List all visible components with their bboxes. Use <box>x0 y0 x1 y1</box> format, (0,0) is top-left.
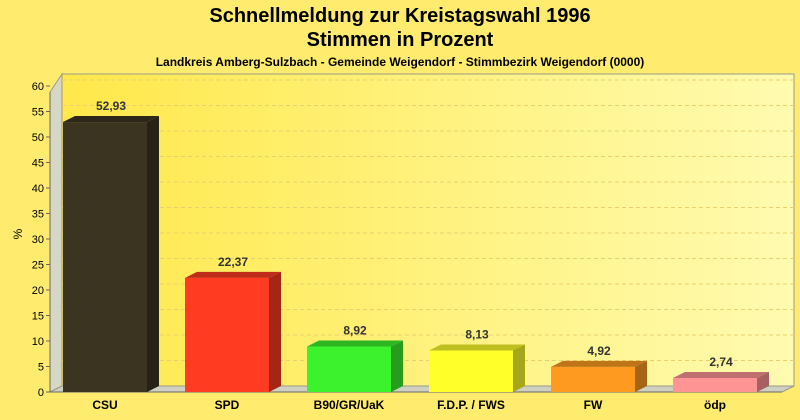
bar-front <box>185 277 269 392</box>
chart-subtitle: Landkreis Amberg-Sulzbach - Gemeinde Wei… <box>156 55 645 69</box>
category-label: ödp <box>704 398 726 412</box>
y-tick-label: 45 <box>32 158 44 170</box>
plot-area: 0 5 10 15 20 25 30 35 40 45 50 55 60 52,93 22,37 8,92 8… <box>32 72 795 412</box>
bar-side <box>269 271 281 392</box>
bar-side <box>635 360 647 392</box>
plot-side-wall <box>49 72 63 393</box>
bar-top <box>307 340 403 347</box>
bar-front <box>673 378 757 392</box>
bar-5 <box>673 372 769 392</box>
bar-side <box>757 372 769 392</box>
bar-front <box>307 346 391 392</box>
bar-value-label: 22,37 <box>218 255 248 269</box>
y-tick-label: 50 <box>32 132 44 144</box>
bar-1 <box>185 271 281 392</box>
bar-top <box>551 360 647 367</box>
bar-side <box>513 344 525 392</box>
bar-side <box>147 116 159 392</box>
bar-top <box>63 116 159 123</box>
y-tick-label: 60 <box>32 81 44 93</box>
y-tick-label: 5 <box>38 362 44 374</box>
y-tick-label: 20 <box>32 285 44 297</box>
y-axis-label: % <box>11 228 25 239</box>
bar-value-label: 8,13 <box>465 328 489 342</box>
bar-value-label: 4,92 <box>587 344 611 358</box>
chart-title-line2: Stimmen in Prozent <box>307 29 494 51</box>
chart-title-line1: Schnellmeldung zur Kreistagswahl 1996 <box>209 5 590 27</box>
y-tick-label: 15 <box>32 311 44 323</box>
bar-value-label: 52,93 <box>96 99 126 113</box>
bar-0 <box>63 116 159 392</box>
bar-side <box>391 340 403 392</box>
bar-top <box>185 271 281 278</box>
y-tick-label: 25 <box>32 260 44 272</box>
category-label: FW <box>584 398 603 412</box>
plot-back-wall <box>61 73 795 387</box>
y-tick-label: 10 <box>32 336 44 348</box>
bar-top <box>673 372 769 379</box>
bar-value-label: 2,74 <box>709 355 733 369</box>
bar-3 <box>429 344 525 392</box>
y-tick-label: 35 <box>32 209 44 221</box>
bar-4 <box>551 360 647 392</box>
bar-2 <box>307 340 403 392</box>
bar-top <box>429 344 525 351</box>
y-tick-label: 30 <box>32 234 44 246</box>
category-label: SPD <box>215 398 240 412</box>
y-tick-label: 55 <box>32 107 44 119</box>
bar-value-label: 8,92 <box>343 324 367 338</box>
bar-front <box>63 122 147 392</box>
y-tick-label: 40 <box>32 183 44 195</box>
category-label: CSU <box>92 398 117 412</box>
bar-front <box>551 366 635 392</box>
category-label: B90/GR/UaK <box>314 398 385 412</box>
category-label: F.D.P. / FWS <box>437 398 505 412</box>
y-tick-label: 0 <box>38 387 44 399</box>
bar-front <box>429 350 513 392</box>
